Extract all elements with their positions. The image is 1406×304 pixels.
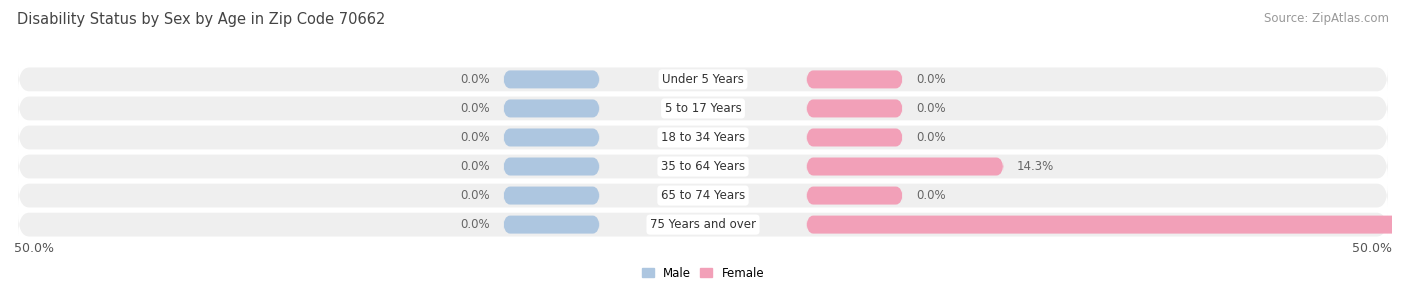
- FancyBboxPatch shape: [807, 216, 1406, 233]
- Legend: Male, Female: Male, Female: [637, 262, 769, 284]
- Text: 0.0%: 0.0%: [460, 73, 489, 86]
- FancyBboxPatch shape: [807, 187, 903, 205]
- Text: 0.0%: 0.0%: [460, 218, 489, 231]
- Text: 5 to 17 Years: 5 to 17 Years: [665, 102, 741, 115]
- Text: 0.0%: 0.0%: [917, 189, 946, 202]
- FancyBboxPatch shape: [503, 71, 599, 88]
- FancyBboxPatch shape: [503, 129, 599, 147]
- FancyBboxPatch shape: [18, 155, 1388, 178]
- FancyBboxPatch shape: [807, 71, 903, 88]
- Text: 14.3%: 14.3%: [1017, 160, 1054, 173]
- FancyBboxPatch shape: [18, 97, 1388, 120]
- FancyBboxPatch shape: [503, 187, 599, 205]
- Text: 0.0%: 0.0%: [460, 102, 489, 115]
- Text: 35 to 64 Years: 35 to 64 Years: [661, 160, 745, 173]
- Text: 18 to 34 Years: 18 to 34 Years: [661, 131, 745, 144]
- Text: Source: ZipAtlas.com: Source: ZipAtlas.com: [1264, 12, 1389, 25]
- Text: 0.0%: 0.0%: [460, 160, 489, 173]
- Text: 0.0%: 0.0%: [460, 189, 489, 202]
- Text: 0.0%: 0.0%: [917, 102, 946, 115]
- Text: Under 5 Years: Under 5 Years: [662, 73, 744, 86]
- Text: 0.0%: 0.0%: [917, 73, 946, 86]
- FancyBboxPatch shape: [18, 126, 1388, 149]
- FancyBboxPatch shape: [503, 216, 599, 233]
- FancyBboxPatch shape: [807, 129, 903, 147]
- Text: 50.0%: 50.0%: [14, 242, 53, 255]
- FancyBboxPatch shape: [503, 157, 599, 175]
- FancyBboxPatch shape: [18, 184, 1388, 207]
- Text: 50.0%: 50.0%: [1353, 242, 1392, 255]
- Text: 0.0%: 0.0%: [917, 131, 946, 144]
- FancyBboxPatch shape: [18, 67, 1388, 91]
- FancyBboxPatch shape: [807, 157, 1004, 175]
- FancyBboxPatch shape: [18, 213, 1388, 237]
- Text: Disability Status by Sex by Age in Zip Code 70662: Disability Status by Sex by Age in Zip C…: [17, 12, 385, 27]
- Text: 65 to 74 Years: 65 to 74 Years: [661, 189, 745, 202]
- FancyBboxPatch shape: [503, 99, 599, 117]
- FancyBboxPatch shape: [807, 99, 903, 117]
- Text: 75 Years and over: 75 Years and over: [650, 218, 756, 231]
- Text: 0.0%: 0.0%: [460, 131, 489, 144]
